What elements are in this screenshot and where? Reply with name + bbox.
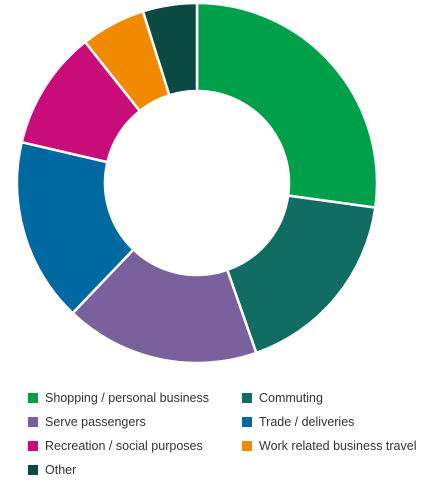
legend-swatch-recreation: [28, 440, 38, 451]
legend-swatch-shopping: [28, 392, 38, 403]
legend-item-shopping: Shopping / personal business: [28, 388, 242, 407]
legend-label-trade-deliveries: Trade / deliveries: [259, 414, 355, 429]
donut-slice-other: [141, 1, 199, 97]
legend-item-trade-deliveries: Trade / deliveries: [242, 412, 432, 431]
donut-slice-serve-passengers: [71, 248, 258, 365]
donut-chart-svg: [15, 1, 379, 365]
legend-item-other: Other: [28, 460, 242, 479]
legend-swatch-work-travel: [242, 440, 252, 451]
donut-slice-trade-deliveries: [15, 140, 135, 315]
legend-swatch-trade-deliveries: [242, 416, 252, 427]
legend-label-work-travel: Work related business travel: [259, 438, 417, 453]
legend-swatch-serve-passengers: [28, 416, 38, 427]
legend-label-recreation: Recreation / social purposes: [45, 438, 203, 453]
donut-slice-shopping: [195, 1, 379, 209]
legend-swatch-other: [28, 464, 38, 475]
chart-legend: Shopping / personal business Commuting S…: [28, 388, 438, 479]
legend-item-serve-passengers: Serve passengers: [28, 412, 242, 431]
legend-label-commuting: Commuting: [259, 390, 323, 405]
legend-item-commuting: Commuting: [242, 388, 432, 407]
legend-label-other: Other: [45, 462, 77, 477]
legend-item-recreation: Recreation / social purposes: [28, 436, 242, 455]
legend-label-serve-passengers: Serve passengers: [45, 414, 146, 429]
legend-item-work-travel: Work related business travel: [242, 436, 432, 455]
legend-label-shopping: Shopping / personal business: [45, 390, 210, 405]
donut-slice-commuting: [226, 194, 377, 355]
legend-swatch-commuting: [242, 392, 252, 403]
donut-chart: [15, 1, 379, 365]
